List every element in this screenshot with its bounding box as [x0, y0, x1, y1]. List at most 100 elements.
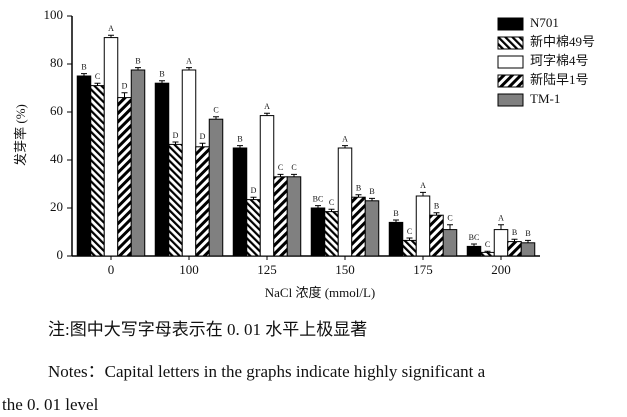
significance-letter: B [434, 202, 439, 211]
bar [507, 241, 522, 257]
error-bar [420, 191, 426, 196]
error-bar [369, 197, 375, 201]
x-tick-label: 0 [108, 262, 115, 277]
bar [351, 196, 366, 257]
bar [76, 75, 92, 257]
y-tick-label: 100 [44, 7, 64, 22]
bar [154, 82, 170, 257]
significance-letter: D [173, 131, 179, 140]
legend-swatch [497, 93, 524, 107]
x-axis-title: NaCl 浓度 (mmol/L) [265, 285, 376, 300]
error-bar [315, 205, 321, 208]
bar [429, 214, 444, 257]
significance-letter: B [356, 184, 361, 193]
error-bar [250, 196, 257, 200]
error-bar [511, 238, 518, 242]
bar [103, 37, 119, 257]
bar [195, 146, 210, 257]
error-bar [264, 112, 270, 116]
significance-letter: B [159, 70, 164, 79]
significance-letter: B [512, 228, 517, 237]
significance-letter: D [251, 186, 257, 195]
bar [493, 229, 509, 257]
legend-label: TM-1 [530, 91, 560, 106]
error-bar [159, 80, 165, 84]
error-bar [342, 145, 348, 148]
significance-letter: D [122, 82, 128, 91]
error-bar [328, 208, 335, 212]
error-bar [393, 219, 399, 223]
bar [324, 211, 339, 257]
significance-letter: BC [313, 194, 324, 203]
significance-letter: A [420, 181, 426, 190]
error-bar [484, 250, 491, 253]
bar [273, 176, 288, 257]
significance-letter: C [213, 106, 218, 115]
y-tick-label: 20 [50, 199, 63, 214]
significance-letter: BC [469, 233, 480, 242]
bar [310, 207, 326, 257]
error-bar [291, 173, 297, 177]
error-bar [186, 67, 192, 70]
error-bar [108, 34, 114, 38]
bar [90, 85, 105, 257]
error-bar [355, 194, 362, 198]
error-bar [471, 243, 477, 247]
significance-letter: C [329, 198, 334, 207]
significance-letter: B [525, 229, 530, 238]
legend-swatch [497, 74, 524, 88]
bar [388, 221, 404, 257]
significance-letter: B [135, 56, 140, 65]
x-tick-label: 150 [335, 262, 355, 277]
error-bar [135, 67, 141, 70]
significance-letter: B [81, 62, 86, 71]
significance-letter: A [264, 102, 270, 111]
bar [208, 118, 224, 257]
error-bar [525, 239, 531, 243]
significance-letter: A [186, 56, 192, 65]
legend-label: 珂字棉4号 [530, 53, 589, 68]
bar [232, 147, 248, 257]
bar [286, 176, 302, 257]
bar [442, 229, 458, 257]
x-tick-label: 100 [179, 262, 199, 277]
significance-letter: B [237, 134, 242, 143]
error-bar [433, 212, 440, 216]
legend-label: 新中棉49号 [530, 34, 595, 49]
note-en: Notes：Capital letters in the graphs indi… [48, 362, 486, 381]
bar [168, 143, 183, 257]
significance-letter: C [485, 240, 490, 249]
significance-letter: D [200, 132, 206, 141]
error-bar [81, 73, 87, 76]
bar [181, 69, 197, 257]
error-bar [447, 224, 453, 230]
note-en: the 0. 01 level [2, 395, 99, 414]
error-bar [213, 116, 219, 120]
bar [259, 115, 275, 257]
significance-letter: A [108, 24, 114, 33]
x-tick-label: 200 [491, 262, 511, 277]
error-bar [121, 92, 128, 98]
legend-swatch [497, 36, 524, 50]
y-axis-title: 发芽率 (%) [13, 104, 28, 166]
legend-swatch [497, 55, 524, 69]
significance-letter: C [291, 163, 296, 172]
significance-letter: C [407, 227, 412, 236]
error-bar [237, 145, 243, 148]
error-bar [172, 141, 179, 145]
y-tick-label: 80 [50, 55, 63, 70]
bar [480, 251, 495, 257]
error-bar [94, 82, 101, 86]
error-bar [406, 237, 413, 241]
y-tick-label: 60 [50, 103, 63, 118]
error-bar [277, 173, 284, 177]
significance-letter: C [95, 72, 100, 81]
significance-letter: C [278, 163, 283, 172]
error-bar [498, 224, 504, 230]
bar [246, 199, 261, 257]
bar [337, 147, 353, 257]
x-tick-label: 125 [257, 262, 277, 277]
note-zh: 注:图中大写字母表示在 0. 01 水平上极显著 [48, 320, 367, 339]
significance-letter: A [498, 214, 504, 223]
